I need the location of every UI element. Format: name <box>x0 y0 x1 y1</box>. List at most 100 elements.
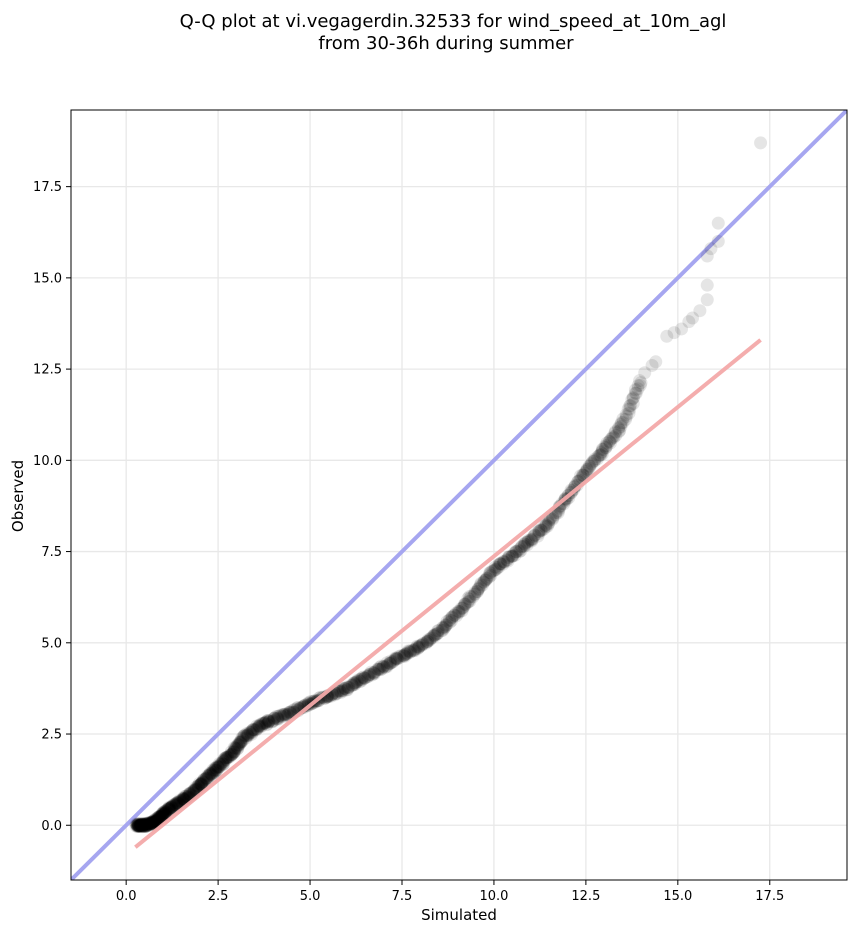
qq-point <box>267 712 281 726</box>
qq-point <box>509 545 523 559</box>
qq-point <box>350 675 364 689</box>
qq-point <box>203 766 217 780</box>
qq-point <box>282 705 296 719</box>
x-tick-label: 15.0 <box>663 889 692 904</box>
qq-point <box>194 777 208 791</box>
qq-point <box>351 673 365 687</box>
qq-point <box>151 812 165 826</box>
qq-point <box>149 814 163 828</box>
qq-point <box>342 680 356 694</box>
qq-point <box>228 741 242 755</box>
qq-point <box>136 817 150 831</box>
qq-point <box>204 767 218 781</box>
qq-point <box>403 645 417 659</box>
qq-point <box>453 605 467 619</box>
qq-point <box>700 293 714 307</box>
qq-point <box>624 398 638 412</box>
qq-point <box>458 597 472 611</box>
qq-point <box>246 722 260 736</box>
qq-point <box>160 803 174 817</box>
qq-point <box>443 615 457 629</box>
qq-point <box>148 814 162 828</box>
qq-point <box>225 747 239 761</box>
qq-point <box>282 706 296 720</box>
qq-point <box>217 752 231 766</box>
qq-point <box>260 717 274 731</box>
qq-point <box>280 708 294 722</box>
qq-point <box>520 535 534 549</box>
qq-point <box>629 386 643 400</box>
qq-point <box>599 440 613 454</box>
qq-point <box>686 311 700 325</box>
qq-point <box>131 817 145 831</box>
qq-point <box>374 663 388 677</box>
qq-point <box>261 715 275 729</box>
qq-point <box>138 819 152 833</box>
qq-point <box>232 738 246 752</box>
qq-point <box>543 513 557 527</box>
qq-point <box>622 406 636 420</box>
qq-point <box>250 722 264 736</box>
qq-point <box>130 818 144 832</box>
chart-title-line-2: from 30-36h during summer <box>318 33 574 54</box>
qq-point <box>394 649 408 663</box>
qq-point <box>407 644 421 658</box>
qq-point <box>155 809 169 823</box>
qq-point <box>156 809 170 823</box>
qq-point <box>146 817 160 831</box>
qq-point <box>147 815 161 829</box>
qq-point <box>152 812 166 826</box>
qq-point <box>192 778 206 792</box>
qq-point <box>427 628 441 642</box>
qq-point <box>532 523 546 537</box>
qq-point <box>236 731 250 745</box>
qq-point <box>421 635 435 649</box>
qq-point <box>580 464 594 478</box>
qq-point <box>446 610 460 624</box>
qq-point <box>428 628 442 642</box>
qq-point <box>195 777 209 791</box>
qq-point <box>539 520 553 534</box>
qq-point <box>163 803 177 817</box>
qq-point <box>158 806 172 820</box>
qq-point <box>144 816 158 830</box>
qq-point <box>152 812 166 826</box>
qq-point <box>189 782 203 796</box>
qq-point <box>341 681 355 695</box>
qq-point <box>277 708 291 722</box>
qq-point <box>154 810 168 824</box>
qq-point <box>138 819 152 833</box>
qq-point <box>619 412 633 426</box>
qq-point <box>582 461 596 475</box>
qq-point <box>515 540 529 554</box>
qq-point <box>241 729 255 743</box>
qq-point <box>576 468 590 482</box>
qq-point <box>139 817 153 831</box>
qq-point <box>361 669 375 683</box>
qq-point <box>341 683 355 697</box>
qq-point <box>227 745 241 759</box>
qq-point <box>169 796 183 810</box>
qq-point <box>513 544 527 558</box>
qq-point <box>374 659 388 673</box>
qq-point <box>165 800 179 814</box>
qq-point <box>534 523 548 537</box>
qq-point <box>440 617 454 631</box>
qq-point <box>638 366 652 380</box>
qq-point <box>524 533 538 547</box>
qq-point <box>431 624 445 638</box>
qq-point <box>216 755 230 769</box>
qq-point <box>206 765 220 779</box>
qq-point <box>139 819 153 833</box>
qq-point <box>147 813 161 827</box>
qq-point <box>266 714 280 728</box>
qq-point <box>475 578 489 592</box>
qq-point <box>482 570 496 584</box>
qq-point <box>595 447 609 461</box>
qq-point <box>244 726 258 740</box>
qq-point <box>357 671 371 685</box>
qq-point <box>428 629 442 643</box>
qq-point <box>490 561 504 575</box>
qq-point <box>191 779 205 793</box>
qq-point <box>607 431 621 445</box>
